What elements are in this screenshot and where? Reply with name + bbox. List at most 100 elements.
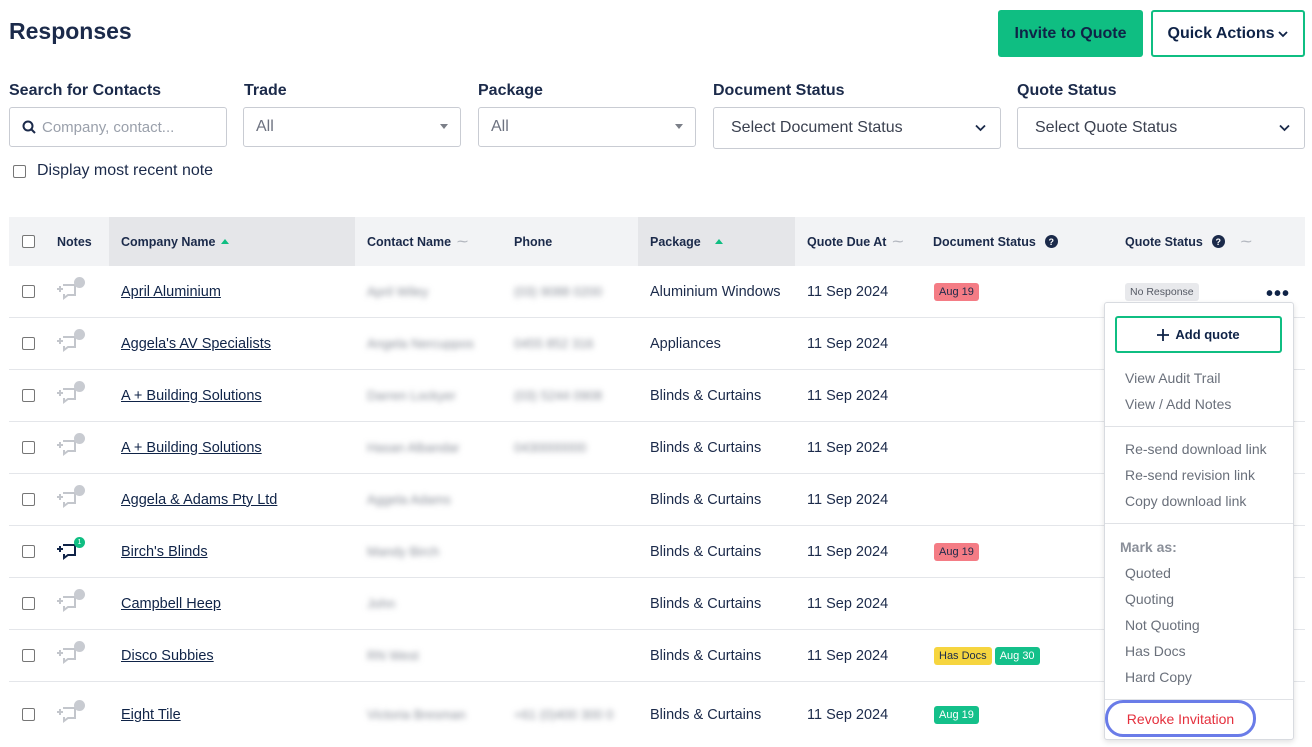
notes-cell[interactable]	[57, 682, 85, 747]
row-checkbox[interactable]	[22, 389, 35, 402]
header-contact[interactable]: Contact Name ⁓	[367, 217, 468, 266]
document-status-badge: Aug 19	[934, 542, 979, 561]
menu-copy-download-link[interactable]: Copy download link	[1125, 493, 1247, 509]
row-checkbox[interactable]	[22, 708, 35, 721]
add-note-icon[interactable]	[57, 380, 85, 406]
document-status-cell: Has Docs Aug 30	[934, 630, 1043, 681]
table-row[interactable]: A + Building Solutions Darren Lockyer (03)…	[9, 370, 1305, 422]
notes-cell[interactable]	[57, 266, 85, 317]
menu-mark-quoted[interactable]: Quoted	[1125, 565, 1171, 581]
company-link[interactable]: A + Building Solutions	[121, 439, 262, 456]
notes-cell[interactable]	[57, 370, 85, 421]
header-doc-status: Document Status ?	[933, 217, 1058, 266]
document-status-select[interactable]: Select Document Status	[713, 107, 1001, 149]
package-name: Blinds & Curtains	[650, 595, 762, 612]
row-checkbox[interactable]	[22, 337, 35, 350]
company-link[interactable]: Birch's Blinds	[121, 543, 208, 560]
search-input[interactable]: Company, contact...	[9, 107, 227, 147]
row-checkbox[interactable]	[22, 441, 35, 454]
add-note-icon[interactable]	[57, 699, 85, 725]
quote-due-date: 11 Sep 2024	[807, 647, 889, 664]
header-due-label: Quote Due At	[807, 234, 887, 249]
header-due[interactable]: Quote Due At ⁓	[807, 217, 903, 266]
select-all-checkbox[interactable]	[22, 235, 35, 248]
invite-to-quote-button[interactable]: Invite to Quote	[998, 10, 1143, 57]
row-checkbox[interactable]	[22, 597, 35, 610]
row-select-cell	[22, 474, 35, 525]
add-note-icon[interactable]	[57, 432, 85, 458]
quote-status-label: Quote Status	[1017, 82, 1117, 99]
row-checkbox[interactable]	[22, 493, 35, 506]
table-row[interactable]: Aggela & Adams Pty Ltd Aggela Adams Blinds…	[9, 474, 1305, 526]
company-link[interactable]: April Aluminium	[121, 283, 221, 300]
package-name: Blinds & Curtains	[650, 543, 762, 560]
company-link[interactable]: Disco Subbies	[121, 647, 214, 664]
help-icon[interactable]: ?	[1211, 235, 1225, 248]
note-count-badge	[74, 432, 85, 444]
help-icon[interactable]: ?	[1044, 235, 1058, 248]
quick-actions-button[interactable]: Quick Actions	[1151, 10, 1305, 57]
menu-view-add-notes[interactable]: View / Add Notes	[1125, 396, 1232, 412]
add-note-icon[interactable]	[57, 484, 85, 510]
company-link[interactable]: Aggela & Adams Pty Ltd	[121, 491, 278, 508]
contact-name: John	[367, 596, 396, 611]
company-link[interactable]: Aggela's AV Specialists	[121, 335, 271, 352]
table-row[interactable]: April Aluminium April Wiley (03) 9088 0200…	[9, 266, 1305, 318]
row-checkbox[interactable]	[22, 545, 35, 558]
row-checkbox[interactable]	[22, 649, 35, 662]
notes-cell[interactable]	[57, 578, 85, 629]
table-row[interactable]: Aggela's AV Specialists Angela Nercuppos 0…	[9, 318, 1305, 370]
row-checkbox[interactable]	[22, 285, 35, 298]
header-company[interactable]: Company Name	[109, 217, 355, 266]
sort-icon: ⁓	[1240, 236, 1252, 248]
document-status-label: Document Status	[713, 82, 845, 99]
package-name: Blinds & Curtains	[650, 439, 762, 456]
company-link[interactable]: Campbell Heep	[121, 595, 221, 612]
quote-due-date: 11 Sep 2024	[807, 491, 889, 508]
trade-value: All	[256, 118, 274, 135]
notes-cell[interactable]	[57, 422, 85, 473]
recent-note-toggle[interactable]: Display most recent note	[13, 162, 213, 180]
table-row[interactable]: Disco Subbies RN West Blinds & Curtains 11 …	[9, 630, 1305, 682]
menu-resend-revision-link[interactable]: Re-send revision link	[1125, 467, 1255, 483]
chevron-down-icon	[1278, 30, 1289, 37]
menu-view-audit-trail[interactable]: View Audit Trail	[1125, 370, 1221, 386]
trade-select[interactable]: All	[243, 107, 461, 147]
table-header: Notes Company Name Contact Name ⁓ Phone …	[9, 217, 1305, 266]
company-link[interactable]: A + Building Solutions	[121, 387, 262, 404]
notes-cell[interactable]	[57, 474, 85, 525]
notes-cell[interactable]	[57, 630, 85, 681]
notes-cell[interactable]	[57, 318, 85, 369]
header-quote-status[interactable]: Quote Status ? ⁓	[1125, 217, 1252, 266]
table-row[interactable]: Campbell Heep John Blinds & Curtains 11 Sep…	[9, 578, 1305, 630]
recent-note-checkbox[interactable]	[13, 164, 26, 178]
menu-mark-quoting[interactable]: Quoting	[1125, 591, 1175, 607]
revoke-invitation-button[interactable]: Revoke Invitation	[1105, 700, 1256, 737]
company-link[interactable]: Eight Tile	[121, 706, 181, 723]
table-row[interactable]: Eight Tile Victoria Bresman +61 (0)400 300…	[9, 682, 1305, 747]
table-row[interactable]: A + Building Solutions Hasan Albandar 0430…	[9, 422, 1305, 474]
menu-mark-as-heading: Mark as:	[1120, 539, 1177, 555]
package-name: Blinds & Curtains	[650, 706, 762, 723]
row-select-cell	[22, 266, 35, 317]
add-note-icon[interactable]	[57, 328, 85, 354]
menu-resend-download-link[interactable]: Re-send download link	[1125, 441, 1267, 457]
add-note-icon[interactable]	[57, 276, 85, 302]
add-note-icon[interactable]	[57, 588, 85, 614]
quote-status-select[interactable]: Select Quote Status	[1017, 107, 1305, 149]
notes-cell[interactable]: 1	[57, 526, 85, 577]
table-row[interactable]: 1 Birch's Blinds Mandy Birch Blinds & Curta…	[9, 526, 1305, 578]
menu-mark-has-docs[interactable]: Has Docs	[1125, 643, 1186, 659]
note-count-badge	[74, 484, 85, 496]
header-package[interactable]: Package	[638, 217, 795, 266]
quote-due-date: 11 Sep 2024	[807, 335, 889, 352]
add-note-icon[interactable]: 1	[57, 536, 85, 562]
menu-mark-not-quoting[interactable]: Not Quoting	[1125, 617, 1200, 633]
add-quote-button[interactable]: Add quote	[1115, 316, 1282, 353]
contact-name: April Wiley	[367, 284, 429, 299]
package-select[interactable]: All	[478, 107, 696, 147]
row-actions-button[interactable]: •••	[1266, 283, 1291, 305]
add-note-icon[interactable]	[57, 640, 85, 666]
document-status-cell: Aug 19	[934, 266, 982, 317]
menu-mark-hard-copy[interactable]: Hard Copy	[1125, 669, 1192, 685]
